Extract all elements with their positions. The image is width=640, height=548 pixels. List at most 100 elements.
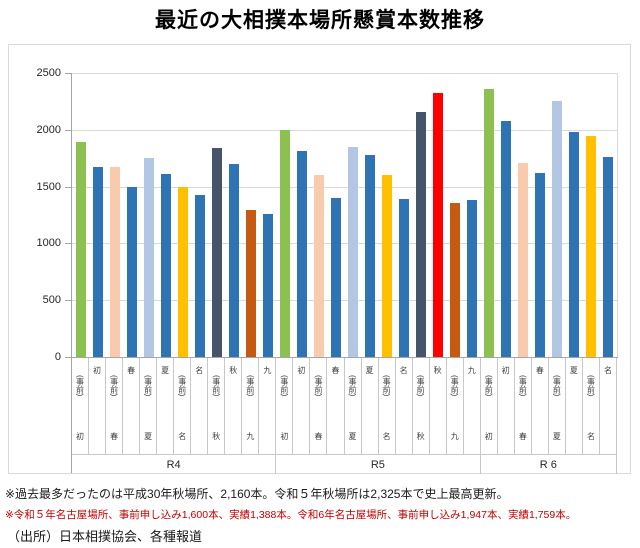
bar-slot	[225, 73, 242, 357]
gridline	[71, 300, 617, 302]
category-label: (事前) 秋	[208, 358, 226, 454]
category-label: 春	[123, 358, 141, 454]
y-axis-tick-mark	[65, 73, 71, 74]
category-label: (事前) 秋	[413, 358, 430, 454]
bar	[109, 167, 120, 357]
category-label: (事前) 春	[106, 358, 124, 454]
bar	[228, 164, 239, 357]
bar-slot	[345, 73, 362, 357]
pre-entry-label: (事前)	[348, 375, 358, 397]
bar-slot	[583, 73, 600, 357]
tournament-kanji: 春	[330, 366, 340, 374]
tournament-kanji: 春	[313, 432, 323, 440]
category-label: 秋	[225, 358, 243, 454]
bar	[518, 163, 529, 357]
tournament-kanji: 夏	[143, 432, 153, 440]
tournament-kanji: 九	[450, 432, 460, 440]
tournament-kanji: 名	[382, 432, 392, 440]
bar	[211, 148, 222, 357]
chart-frame: 0 500 1000 1500 2000 2500 (事前) 初初 (事前) 春春 (事前) 夏夏(…	[8, 44, 631, 474]
bar-slot	[566, 73, 583, 357]
category-label: (事前) 春	[515, 358, 532, 454]
tournament-kanji: 秋	[416, 432, 426, 440]
tournament-kanji: 夏	[569, 366, 579, 374]
plot-right-border	[617, 73, 618, 358]
bar-slot	[515, 73, 532, 357]
tournament-kanji: 夏	[160, 366, 170, 374]
bar-slot	[362, 73, 379, 357]
tournament-kanji: 春	[518, 432, 528, 440]
category-label: 名	[396, 358, 413, 454]
gridline	[71, 186, 617, 188]
pre-entry-label: (事前)	[143, 375, 153, 397]
bar-slot	[396, 73, 413, 357]
note-record: ※過去最多だったのは平成30年秋場所、2,160本。令和５年秋場所は2,325本…	[5, 487, 509, 501]
bar-slot	[310, 73, 327, 357]
bar	[160, 174, 171, 357]
pre-entry-label: (事前)	[450, 375, 460, 397]
pre-entry-label: (事前)	[211, 375, 221, 397]
category-label: (事前) 夏	[549, 358, 566, 454]
y-axis-tick-label: 2500	[36, 67, 61, 79]
tournament-kanji: 初	[75, 432, 85, 440]
bar	[262, 214, 273, 357]
tournament-kanji: 夏	[348, 432, 358, 440]
bar	[92, 167, 103, 357]
category-label: 春	[327, 358, 345, 454]
category-label: (事前) 九	[447, 358, 464, 454]
category-label: 九	[259, 358, 277, 454]
category-label: 九	[464, 358, 481, 454]
y-axis-tick-mark	[65, 186, 71, 188]
tournament-kanji: 春	[535, 366, 545, 374]
category-label: (事前) 夏	[345, 358, 362, 454]
bar-slot	[379, 73, 396, 357]
category-label: 初	[89, 358, 107, 454]
pre-entry-label: (事前)	[245, 375, 255, 397]
tournament-kanji: 夏	[552, 432, 562, 440]
category-label: (事前) 九	[242, 358, 260, 454]
pre-entry-label: (事前)	[75, 375, 85, 397]
tournament-kanji: 名	[177, 432, 187, 440]
y-axis-tick-label: 0	[54, 351, 61, 363]
tournament-kanji: 初	[296, 366, 306, 374]
bar-slot	[259, 73, 276, 357]
bar-slot	[293, 73, 310, 357]
bar	[450, 203, 461, 357]
tournament-kanji: 春	[109, 432, 119, 440]
category-label: (事前) 初	[72, 358, 90, 454]
pre-entry-label: (事前)	[586, 375, 596, 397]
category-label: (事前) 初	[481, 358, 498, 454]
gridline	[71, 129, 617, 131]
category-label: 初	[293, 358, 311, 454]
y-axis-tick-label: 500	[42, 294, 61, 307]
bar	[245, 210, 256, 357]
bar-slot	[413, 73, 430, 357]
tournament-kanji: 初	[279, 432, 289, 440]
category-label: (事前) 春	[310, 358, 328, 454]
bar-slot	[208, 73, 225, 357]
bar	[177, 187, 188, 357]
category-axis: (事前) 初初 (事前) 春春 (事前) 夏夏 (事前) 名名 (事前) 秋秋 (事前) 九九 (事前)…	[72, 358, 617, 454]
bar-slot	[140, 73, 157, 357]
category-label: 名	[191, 358, 209, 454]
bar-slot	[123, 73, 140, 357]
tournament-kanji: 名	[399, 366, 409, 374]
pre-entry-label: (事前)	[518, 375, 528, 397]
pre-entry-label: (事前)	[552, 375, 562, 397]
bar-slot	[242, 73, 259, 357]
bar	[365, 155, 376, 357]
bar	[126, 187, 137, 357]
tournament-kanji: 名	[586, 432, 596, 440]
bar	[75, 142, 86, 357]
y-axis-tick-mark	[65, 243, 71, 245]
bar-slot	[276, 73, 293, 357]
tournament-kanji: 九	[245, 432, 255, 440]
bar-slot	[327, 73, 344, 357]
y-axis-tick-mark	[65, 357, 71, 358]
y-axis-tick-label: 2000	[36, 123, 61, 136]
bar	[467, 200, 478, 357]
group-label: R5	[276, 455, 481, 474]
pre-entry-label: (事前)	[382, 375, 392, 397]
category-label: (事前) 名	[174, 358, 192, 454]
bar-slot	[481, 73, 498, 357]
